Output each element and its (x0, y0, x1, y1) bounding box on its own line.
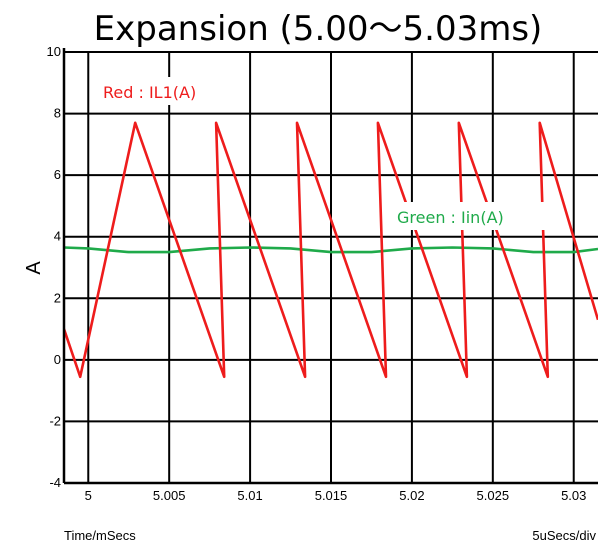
y-tick-label: 4 (54, 229, 61, 244)
tick-labels: 5 5.005 5.01 5.015 5.02 5.025 5.03 -4 -2 0 2 4 6 8 10 (47, 44, 587, 503)
series-layer (64, 121, 598, 379)
legend-label-red: Red : IL1(A) (103, 83, 196, 102)
y-tick-label: 0 (54, 352, 61, 367)
legend-box (393, 202, 548, 230)
legend-box (99, 77, 249, 105)
legend-label-green: Green : Iin(A) (397, 208, 504, 227)
x-tick-label: 5.01 (237, 488, 262, 503)
x-tick-label: 5.03 (561, 488, 586, 503)
x-tick-label: 5.015 (315, 488, 348, 503)
y-tick-label: 10 (47, 44, 61, 59)
y-tick-label: -2 (49, 413, 61, 428)
grid (64, 51, 598, 484)
y-axis-label: A (23, 261, 45, 275)
series-line-green (64, 246, 598, 254)
y-tick-label: 2 (54, 290, 61, 305)
axes (62, 48, 598, 485)
y-tick-label: -4 (49, 475, 61, 490)
y-tick-label: 6 (54, 167, 61, 182)
x-axis-label: Time/mSecs (64, 528, 136, 543)
chart-title: Expansion (5.00～5.03ms) (94, 9, 543, 49)
y-tick-label: 8 (54, 106, 61, 121)
x-tick-label: 5 (85, 488, 92, 503)
x-tick-label: 5.02 (399, 488, 424, 503)
x-tick-label: 5.025 (477, 488, 510, 503)
series-line-red (64, 121, 598, 379)
x-division-label: 5uSecs/div (532, 528, 596, 543)
legend: Red : IL1(A) Green : Iin(A) (99, 77, 548, 230)
x-tick-label: 5.005 (153, 488, 186, 503)
